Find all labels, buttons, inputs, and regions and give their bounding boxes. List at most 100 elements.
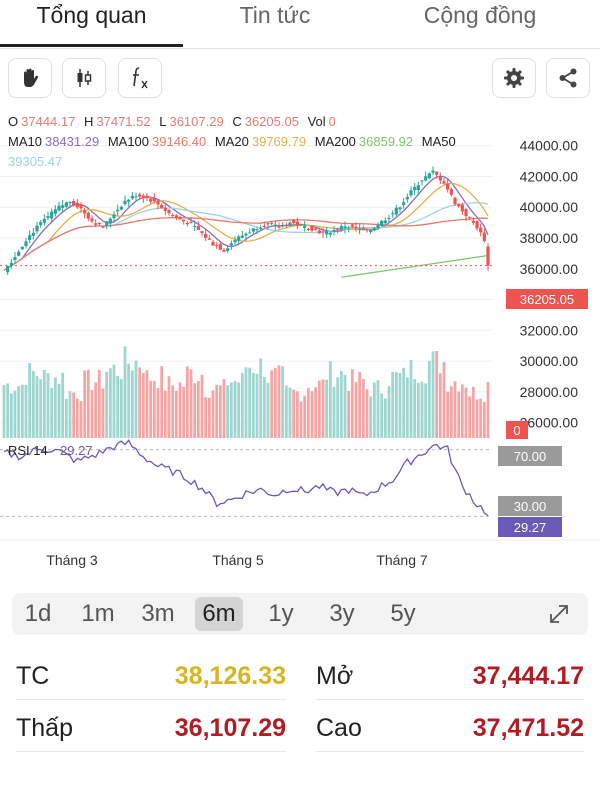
- volume-bar: [266, 383, 270, 438]
- volume-bar: [398, 373, 402, 438]
- hand-tool-button[interactable]: [8, 58, 52, 98]
- candle-body: [424, 176, 428, 181]
- volume-bar: [306, 387, 310, 438]
- volume-bar: [270, 370, 274, 438]
- candle-body: [72, 201, 76, 206]
- volume-bar: [284, 385, 288, 438]
- y-tick-label: 44000.00: [520, 138, 579, 154]
- indicator-button[interactable]: [118, 58, 162, 98]
- volume-bar: [116, 375, 120, 438]
- candle-body: [152, 198, 156, 202]
- ma20-line: [3, 182, 489, 271]
- volume-bar: [387, 386, 391, 438]
- period-1y[interactable]: 1y: [268, 600, 294, 627]
- volume-bar: [416, 382, 420, 438]
- candle-body: [127, 199, 131, 202]
- candle-body: [420, 180, 424, 182]
- volume-bar: [339, 371, 343, 438]
- volume-bar: [427, 360, 431, 438]
- price-badge: [506, 289, 588, 309]
- candle-body: [108, 218, 112, 224]
- volume-bar: [262, 376, 266, 438]
- candle-body: [321, 231, 325, 233]
- candle-body: [464, 209, 468, 217]
- candle-body: [259, 228, 263, 230]
- period-6m[interactable]: 6m: [195, 597, 243, 631]
- volume-bar: [79, 401, 83, 438]
- volume-bar: [134, 360, 138, 438]
- candle-body: [207, 238, 211, 240]
- volume-bar: [178, 382, 182, 438]
- chart-type-button[interactable]: [62, 58, 106, 98]
- period-5y[interactable]: 5y: [390, 600, 416, 627]
- period-1m[interactable]: 1m: [81, 600, 115, 627]
- candle-body: [361, 228, 365, 231]
- volume-bar: [211, 390, 215, 438]
- volume-bar: [222, 379, 226, 438]
- candle-body: [39, 222, 43, 226]
- candle-body: [75, 202, 79, 208]
- volume-bar: [413, 379, 417, 438]
- period-1d[interactable]: 1d: [24, 600, 52, 627]
- volume-bar: [200, 374, 204, 438]
- volume-bar: [471, 386, 475, 438]
- volume-bar: [20, 384, 24, 438]
- candle-body: [277, 226, 281, 228]
- volume-bar: [332, 386, 336, 438]
- volume-bar: [424, 383, 428, 438]
- tab-news[interactable]: Tin tức: [239, 2, 311, 28]
- volume-bar: [435, 351, 439, 438]
- gear-icon: [504, 68, 524, 88]
- tab-community[interactable]: Cộng đồng: [423, 2, 537, 28]
- candle-body: [6, 266, 10, 273]
- candle-body: [178, 216, 182, 220]
- ma200-line: [341, 254, 489, 278]
- candle-body: [306, 228, 310, 230]
- share-button[interactable]: [546, 58, 590, 98]
- volume-bar: [156, 387, 160, 438]
- chart-toolbar: [0, 52, 600, 106]
- candle-body: [442, 181, 446, 184]
- candle-body: [9, 262, 13, 267]
- volume-bar: [347, 390, 351, 438]
- stat-low: Thấp 36,107.29: [16, 702, 286, 752]
- volume-bar: [185, 366, 189, 438]
- volume-bar: [46, 373, 50, 438]
- volume-bar: [343, 375, 347, 438]
- volume-bar: [112, 364, 116, 438]
- period-selector: 1d 1m 3m 6m 1y 3y 5y: [12, 593, 588, 635]
- chart-settings-button[interactable]: [492, 58, 536, 98]
- candle-body: [405, 197, 409, 200]
- tab-overview[interactable]: Tổng quan: [36, 2, 147, 28]
- ma100-line: [3, 217, 489, 271]
- rsi-current-text: 29.27: [514, 520, 547, 535]
- volume-bar: [299, 401, 303, 438]
- candle-body: [57, 205, 61, 211]
- candle-body: [482, 232, 486, 242]
- period-3y[interactable]: 3y: [329, 600, 355, 627]
- stat-low-value: 36,107.29: [174, 714, 286, 742]
- candle-body: [237, 236, 241, 241]
- volume-bar: [9, 393, 13, 438]
- volume-bar: [460, 384, 464, 438]
- fx-icon: [133, 67, 148, 89]
- candlestick-icon: [77, 69, 92, 87]
- volume-bar: [446, 391, 450, 438]
- volume-bar: [468, 396, 472, 438]
- period-3m[interactable]: 3m: [141, 600, 175, 627]
- candle-body: [145, 195, 149, 198]
- volume-bar: [171, 385, 175, 438]
- price-chart[interactable]: 44000.00 42000.00 40000.00 38000.00 36000.00…: [0, 108, 600, 580]
- candle-body: [116, 209, 120, 212]
- candle-body: [328, 232, 332, 235]
- candle-body: [288, 222, 292, 227]
- volume-bar: [277, 365, 281, 438]
- expand-icon[interactable]: [546, 601, 572, 627]
- candle-body: [255, 229, 259, 231]
- candle-body: [354, 226, 358, 229]
- candle-body: [486, 246, 490, 266]
- volume-bar: [215, 384, 219, 438]
- volume-bar: [420, 381, 424, 438]
- rsi-line: [3, 439, 489, 517]
- candle-body: [475, 221, 479, 229]
